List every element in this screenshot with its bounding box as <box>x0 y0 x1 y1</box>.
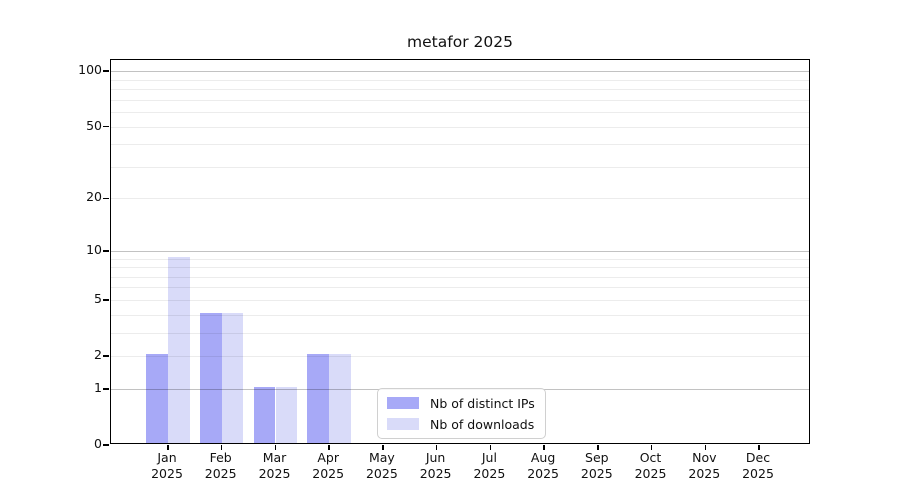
y-tick-label: 1 <box>94 379 102 395</box>
x-tick-label-apr: Apr 2025 <box>312 450 345 481</box>
y-tick-label: 50 <box>86 117 102 133</box>
plot-area <box>103 59 810 451</box>
x-tick-label-sep: Sep 2025 <box>580 450 613 481</box>
minor-gridline <box>111 166 809 168</box>
bar-jan-s0 <box>146 354 168 443</box>
legend-row: Nb of distinct IPs <box>387 396 536 411</box>
y-tick <box>103 444 110 446</box>
x-tick-label-may: May 2025 <box>365 450 398 481</box>
x-tick <box>328 445 330 451</box>
major-gridline <box>111 250 809 252</box>
x-tick-label-oct: Oct 2025 <box>634 450 667 481</box>
minor-gridline <box>111 198 809 200</box>
minor-gridline <box>111 99 809 101</box>
major-gridline <box>111 71 809 73</box>
bars-layer <box>111 60 809 443</box>
minor-gridline <box>111 258 809 260</box>
y-tick <box>103 197 110 200</box>
x-tick-label-jan: Jan 2025 <box>151 450 183 481</box>
minor-gridline <box>111 126 809 128</box>
x-tick-label-jun: Jun 2025 <box>419 450 452 481</box>
x-tick-label-mar: Mar 2025 <box>258 450 291 481</box>
y-tick <box>103 355 110 357</box>
x-tick-label-aug: Aug 2025 <box>527 450 559 481</box>
x-tick <box>650 445 653 451</box>
y-tick <box>103 250 110 252</box>
y-tick-label: 0 <box>94 436 102 451</box>
minor-gridline <box>111 356 809 357</box>
legend-swatch <box>387 418 419 430</box>
x-tick <box>167 445 169 451</box>
minor-gridline <box>111 276 809 278</box>
minor-gridline <box>111 79 809 81</box>
legend-swatch <box>387 397 419 409</box>
minor-gridline <box>111 267 809 268</box>
x-tick <box>543 445 545 451</box>
y-tick-label: 100 <box>78 62 102 78</box>
x-tick-label-feb: Feb 2025 <box>204 450 237 481</box>
y-tick <box>103 299 110 301</box>
legend-row: Nb of downloads <box>387 417 536 432</box>
chart-title: metafor 2025 <box>407 33 513 51</box>
y-tick-label: 20 <box>86 189 102 205</box>
bar-feb-s0 <box>199 312 222 443</box>
x-tick <box>704 445 707 451</box>
y-tick <box>103 388 110 390</box>
minor-gridline <box>111 287 809 289</box>
minor-gridline <box>111 299 809 301</box>
x-tick <box>382 445 384 451</box>
minor-gridline <box>111 332 809 334</box>
x-tick <box>597 445 599 451</box>
legend-label: Nb of downloads <box>430 416 535 432</box>
x-tick-label-jul: Jul 2025 <box>473 450 506 481</box>
y-tick-label: 5 <box>94 290 102 306</box>
bar-apr-s1 <box>329 354 351 443</box>
bar-apr-s0 <box>307 354 330 443</box>
y-tick-label: 2 <box>94 347 102 362</box>
bar-mar-s1 <box>275 386 298 443</box>
x-tick-label-dec: Dec 2025 <box>742 450 774 481</box>
minor-gridline <box>111 144 809 146</box>
minor-gridline <box>111 314 809 316</box>
y-tick <box>103 125 110 128</box>
bar-jan-s1 <box>168 256 190 443</box>
legend: Nb of distinct IPs Nb of downloads <box>377 388 546 439</box>
x-tick <box>758 445 760 451</box>
legend-label: Nb of distinct IPs <box>430 395 535 411</box>
x-tick <box>220 445 223 451</box>
y-tick <box>103 70 110 72</box>
ticks-layer <box>103 60 809 451</box>
bar-mar-s0 <box>253 386 276 443</box>
x-tick <box>489 445 492 451</box>
y-tick-label: 10 <box>86 241 102 257</box>
minor-gridline <box>111 89 809 91</box>
x-tick <box>274 445 277 451</box>
x-tick-label-nov: Nov 2025 <box>688 450 721 481</box>
bar-feb-s1 <box>221 312 244 443</box>
minor-gridline <box>111 112 809 114</box>
x-tick <box>435 445 438 451</box>
